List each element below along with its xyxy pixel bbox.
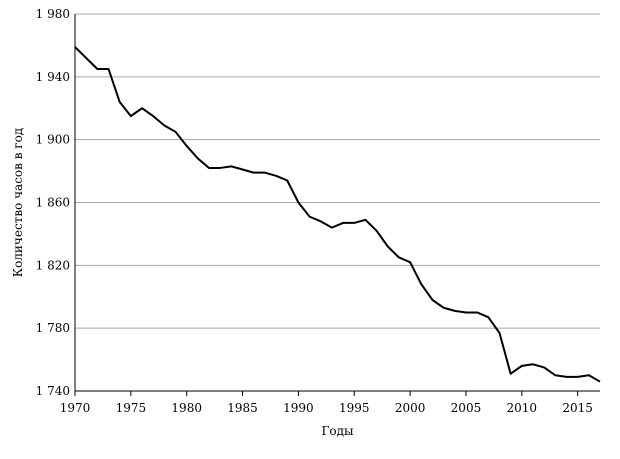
x-tick-label-1975: 1975 (116, 401, 147, 415)
y-tick-label-1900: 1 900 (36, 133, 70, 147)
y-tick-label-1980: 1 980 (36, 7, 70, 21)
tick-labels: 1 740 1 780 1 820 1 860 1 900 1 940 1 980 1970 1… (36, 7, 593, 415)
axes (74, 14, 600, 396)
y-tick-label-1860: 1 860 (36, 196, 70, 210)
gridlines (75, 13, 600, 329)
x-tick-label-1995: 1995 (339, 401, 370, 415)
y-tick-label-1820: 1 820 (36, 258, 70, 272)
x-tick-label-1970: 1970 (60, 401, 91, 415)
x-tick-label-2005: 2005 (451, 401, 482, 415)
x-tick-label-2015: 2015 (562, 401, 593, 415)
y-tick-label-1740: 1 740 (36, 384, 70, 398)
y-tick-label-1780: 1 780 (36, 321, 70, 335)
series-line-0 (74, 46, 601, 383)
x-tick-label-1990: 1990 (283, 401, 314, 415)
x-tick-label-1980: 1980 (171, 401, 202, 415)
x-tick-label-1985: 1985 (227, 401, 258, 415)
y-tick-label-1940: 1 940 (36, 70, 70, 84)
series-layer (74, 46, 601, 383)
x-axis-title: Годы (321, 424, 354, 438)
y-axis-title: Количество часов в год (11, 128, 25, 277)
x-tick-label-2000: 2000 (395, 401, 426, 415)
x-tick-label-2010: 2010 (507, 401, 538, 415)
